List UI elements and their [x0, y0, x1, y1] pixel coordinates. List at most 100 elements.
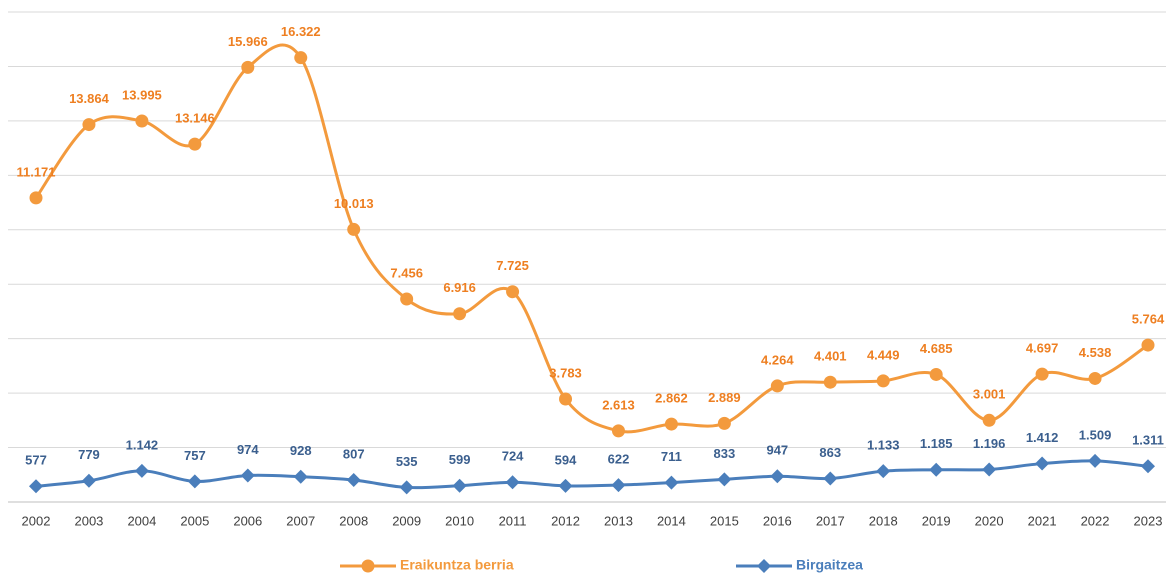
data-point	[876, 464, 891, 479]
data-point	[81, 473, 96, 488]
data-point	[135, 114, 149, 128]
data-point	[506, 285, 520, 299]
data-point	[134, 463, 149, 478]
x-tick-label: 2022	[1081, 513, 1110, 528]
data-label: 535	[396, 454, 418, 469]
data-label: 757	[184, 448, 206, 463]
x-tick-label: 2011	[499, 513, 527, 528]
x-tick-label: 2019	[922, 513, 951, 528]
x-tick-label: 2002	[22, 513, 51, 528]
x-tick-label: 2012	[551, 513, 580, 528]
x-tick-label: 2018	[869, 513, 898, 528]
data-label: 724	[502, 449, 524, 464]
data-label: 594	[555, 452, 577, 467]
data-label: 13.146	[175, 111, 215, 126]
x-tick-label: 2013	[604, 513, 633, 528]
data-point	[558, 478, 573, 493]
data-point	[1141, 459, 1155, 474]
data-point	[1035, 456, 1050, 471]
data-point	[505, 475, 520, 490]
data-point	[347, 222, 361, 236]
data-point	[929, 462, 944, 477]
x-tick-label: 2003	[74, 513, 103, 528]
x-tick-label: 2021	[1028, 513, 1057, 528]
data-label: 577	[25, 453, 47, 468]
data-point	[293, 469, 308, 484]
data-label: 7.456	[390, 265, 423, 280]
x-tick-label: 2007	[286, 513, 315, 528]
data-label: 928	[290, 443, 312, 458]
data-label: 947	[766, 443, 788, 458]
data-label: 3.001	[973, 387, 1006, 402]
data-label: 5.764	[1132, 312, 1165, 327]
data-label: 4.264	[761, 352, 794, 367]
data-label: 1.133	[867, 438, 900, 453]
data-point	[187, 474, 202, 489]
data-point	[664, 417, 678, 431]
data-point	[1141, 338, 1155, 352]
data-point	[29, 191, 43, 205]
data-label: 1.311	[1132, 433, 1164, 448]
data-label: 1.412	[1026, 430, 1059, 445]
data-point	[982, 462, 997, 477]
data-point	[770, 469, 785, 484]
data-point	[1035, 367, 1049, 381]
legend-marker	[361, 559, 375, 573]
data-point	[717, 416, 731, 430]
data-point	[559, 392, 573, 406]
data-point	[1088, 453, 1103, 468]
data-label: 6.916	[443, 280, 476, 295]
x-tick-label: 2004	[127, 513, 156, 528]
x-tick-label: 2008	[339, 513, 368, 528]
data-label: 622	[608, 452, 630, 467]
data-label: 10.013	[334, 196, 374, 211]
data-point	[346, 473, 361, 488]
x-tick-label: 2020	[975, 513, 1004, 528]
data-point	[770, 379, 784, 393]
data-label: 13.995	[122, 87, 162, 102]
data-point	[453, 307, 467, 321]
data-point	[611, 424, 625, 438]
data-point	[82, 118, 96, 132]
legend-label: Birgaitzea	[796, 557, 863, 573]
series-line	[35, 459, 1149, 490]
data-label: 3.783	[549, 365, 582, 380]
series-line	[34, 43, 1149, 434]
data-label: 807	[343, 446, 365, 461]
data-label: 1.196	[973, 436, 1006, 451]
data-label: 4.538	[1079, 345, 1112, 360]
x-tick-label: 2015	[710, 513, 739, 528]
data-label: 711	[661, 449, 682, 464]
data-point	[876, 374, 890, 388]
data-label: 16.322	[281, 24, 321, 39]
data-label: 2.862	[655, 391, 688, 406]
data-label: 779	[78, 447, 100, 462]
data-point	[399, 480, 414, 495]
data-label: 11.171	[16, 164, 55, 179]
data-point	[823, 375, 837, 389]
x-tick-label: 2009	[392, 513, 421, 528]
data-point	[1088, 371, 1102, 385]
data-label: 1.509	[1079, 427, 1112, 442]
data-label: 2.613	[602, 397, 635, 412]
legend-marker	[757, 559, 771, 573]
x-tick-label: 2006	[233, 513, 262, 528]
data-point	[188, 137, 202, 151]
data-point	[240, 468, 255, 483]
data-point	[664, 475, 679, 490]
data-label: 1.142	[126, 437, 159, 452]
data-point	[929, 367, 943, 381]
x-tick-label: 2016	[763, 513, 792, 528]
x-tick-label: 2005	[180, 513, 209, 528]
x-tick-label: 2017	[816, 513, 845, 528]
legend-label: Eraikuntza berria	[400, 557, 514, 573]
data-point	[823, 471, 838, 486]
x-tick-label: 2014	[657, 513, 686, 528]
data-point	[611, 478, 626, 493]
data-label: 4.401	[814, 349, 847, 364]
data-point	[717, 472, 732, 487]
data-label: 2.889	[708, 390, 741, 405]
data-label: 974	[237, 442, 259, 457]
data-label: 1.185	[920, 436, 953, 451]
